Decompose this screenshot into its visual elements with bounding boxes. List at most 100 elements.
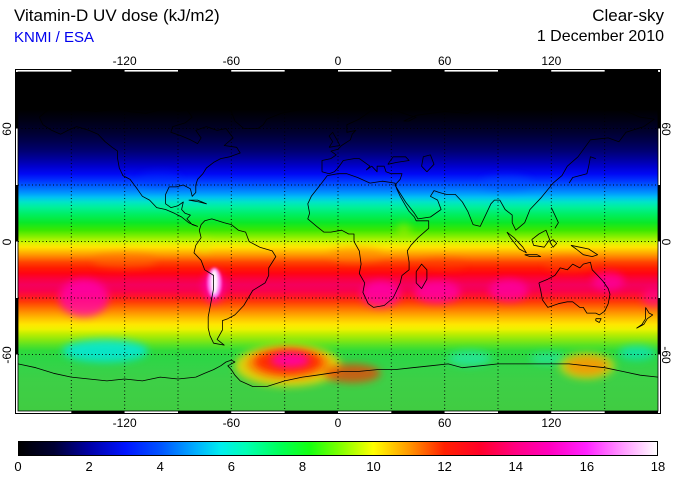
lat-tick-label-right: 0 <box>659 238 673 245</box>
date-label: 1 December 2010 <box>536 28 664 45</box>
frame-segment-right <box>658 185 661 242</box>
uv-anomaly-subtropical-orange-mottle-pacific <box>92 252 157 268</box>
frame-segment-top <box>124 69 178 72</box>
frame-inner-outline <box>17 71 659 412</box>
uv-anomaly-subtropical-red-mottle-indian <box>423 258 467 270</box>
frame-segment-bottom <box>18 411 72 414</box>
colorbar-tick-label: 8 <box>298 459 307 474</box>
frame-segment-right <box>658 241 661 298</box>
frame-segment-bottom <box>604 411 658 414</box>
uv-anomaly-south-cyan-patch-wilkes <box>530 352 566 364</box>
coastline-japan <box>568 156 596 184</box>
frame-segment-right <box>658 298 661 355</box>
uv-anomaly-antarctic-high-uv-magenta-core <box>270 352 310 368</box>
uv-anomaly-magenta-patch-w-australia <box>489 279 529 302</box>
coastline-australia <box>538 261 611 316</box>
lon-tick-label-top: -120 <box>112 54 137 68</box>
frame-segment-top <box>498 69 552 72</box>
colorbar-tick-label: 10 <box>366 459 381 474</box>
uv-anomaly-south-cyan-patch-ross <box>618 345 655 361</box>
coastline-new-guinea <box>570 244 598 258</box>
uv-anomaly-magenta-patch-sw-indian-ocean <box>414 281 461 304</box>
frame-segment-left <box>15 128 18 185</box>
colorbar-tick-label: 0 <box>14 459 22 474</box>
coastline-antarctica <box>18 359 658 387</box>
uv-anomaly-magenta-patch-s-pacific-east <box>642 288 658 308</box>
colorbar-tick-label: 6 <box>227 459 235 474</box>
frame-segment-bottom <box>71 411 125 414</box>
colorbar-tick-label: 2 <box>85 459 93 474</box>
lon-tick-label-bottom: -60 <box>222 416 240 430</box>
page-title: Vitamin-D UV dose (kJ/m2) <box>14 6 220 25</box>
lon-tick-label-bottom: 60 <box>437 416 452 430</box>
coastline-cuba <box>188 199 207 205</box>
frame-segment-right <box>658 354 661 411</box>
frame-segment-bottom <box>498 411 552 414</box>
lon-tick-label-top: 120 <box>541 54 562 68</box>
coastline-eurasia <box>321 96 655 231</box>
frame-segment-top <box>444 69 498 72</box>
colorbar-tick-label: 14 <box>508 459 523 474</box>
colorbar-tick-label: 18 <box>650 459 666 474</box>
frame-segment-top <box>18 69 72 72</box>
frame-segment-bottom <box>178 411 232 414</box>
credit-label: KNMI / ESA <box>14 29 95 46</box>
lat-tick-label-left: 0 <box>0 238 14 245</box>
frame-segment-bottom <box>391 411 445 414</box>
world-uv-map <box>15 69 661 414</box>
colorbar <box>18 441 658 456</box>
frame-segment-top <box>231 69 285 72</box>
uv-anomaly-subtropical-red-mottle-australia <box>544 256 594 272</box>
uv-anomaly-equator-bright-andes <box>199 237 210 253</box>
coastline-sumatra <box>506 231 527 254</box>
coastline-new-zealand <box>636 307 654 329</box>
uv-anomaly-equator-bright-east-africa <box>396 222 411 238</box>
world-map-svg <box>15 69 661 414</box>
lon-tick-label-top: 60 <box>437 54 452 68</box>
lat-tick-label-right: 60 <box>659 121 673 136</box>
frame-segment-bottom <box>444 411 498 414</box>
frame-segment-left <box>15 298 18 355</box>
lat-tick-label-left: -60 <box>0 345 14 364</box>
uv-anomaly-south-cyan-patch-indian <box>448 350 491 366</box>
frame-segment-bottom <box>338 411 392 414</box>
coastline-caspian-sea <box>421 154 435 173</box>
frame-segment-bottom <box>551 411 605 414</box>
frame-segment-top <box>391 69 445 72</box>
coastline-sulawesi <box>549 239 558 248</box>
sky-condition-label: Clear-sky <box>592 6 664 25</box>
coastline-borneo <box>531 229 550 248</box>
coastline-greenland <box>213 84 307 129</box>
frame-segment-left <box>15 72 18 129</box>
lon-tick-label-bottom: -120 <box>112 416 137 430</box>
frame-segment-left <box>15 241 18 298</box>
uv-anomaly-north-blue-patch-usa <box>138 171 182 187</box>
lat-tick-label-right: -60 <box>659 345 673 364</box>
frame-segment-top <box>284 69 338 72</box>
colorbar-tick-label: 4 <box>156 459 164 474</box>
uv-anomaly-south-cyan-patch-bellingshausen <box>62 339 148 363</box>
frame-segment-top <box>178 69 232 72</box>
uv-anomaly-subtropical-orange-mottle-africa <box>329 247 383 263</box>
colorbar-tick-label: 12 <box>437 459 452 474</box>
coastline-madagascar <box>415 263 428 290</box>
uv-anomaly-antarctic-red-tail-east <box>323 363 381 383</box>
frame-segment-top <box>338 69 392 72</box>
map-plot-area <box>18 72 658 411</box>
lon-tick-label-bottom: 120 <box>541 416 562 430</box>
frame-segment-right <box>658 128 661 185</box>
frame-segment-top <box>604 69 658 72</box>
lat-tick-label-left: 60 <box>0 121 14 136</box>
coastline-philippines <box>550 207 559 229</box>
coastline-south-america <box>193 218 277 346</box>
coastline-north-america <box>38 103 241 227</box>
coastline-black-sea <box>387 156 410 165</box>
coastline-java <box>524 254 542 258</box>
coastline-british-isles <box>328 131 341 148</box>
uv-anomaly-andes-altiplano-white-core <box>210 269 218 295</box>
lon-tick-label-bottom: 0 <box>334 416 342 430</box>
frame-segment-top <box>551 69 605 72</box>
frame-segment-bottom <box>124 411 178 414</box>
lon-tick-label-top: -60 <box>222 54 240 68</box>
